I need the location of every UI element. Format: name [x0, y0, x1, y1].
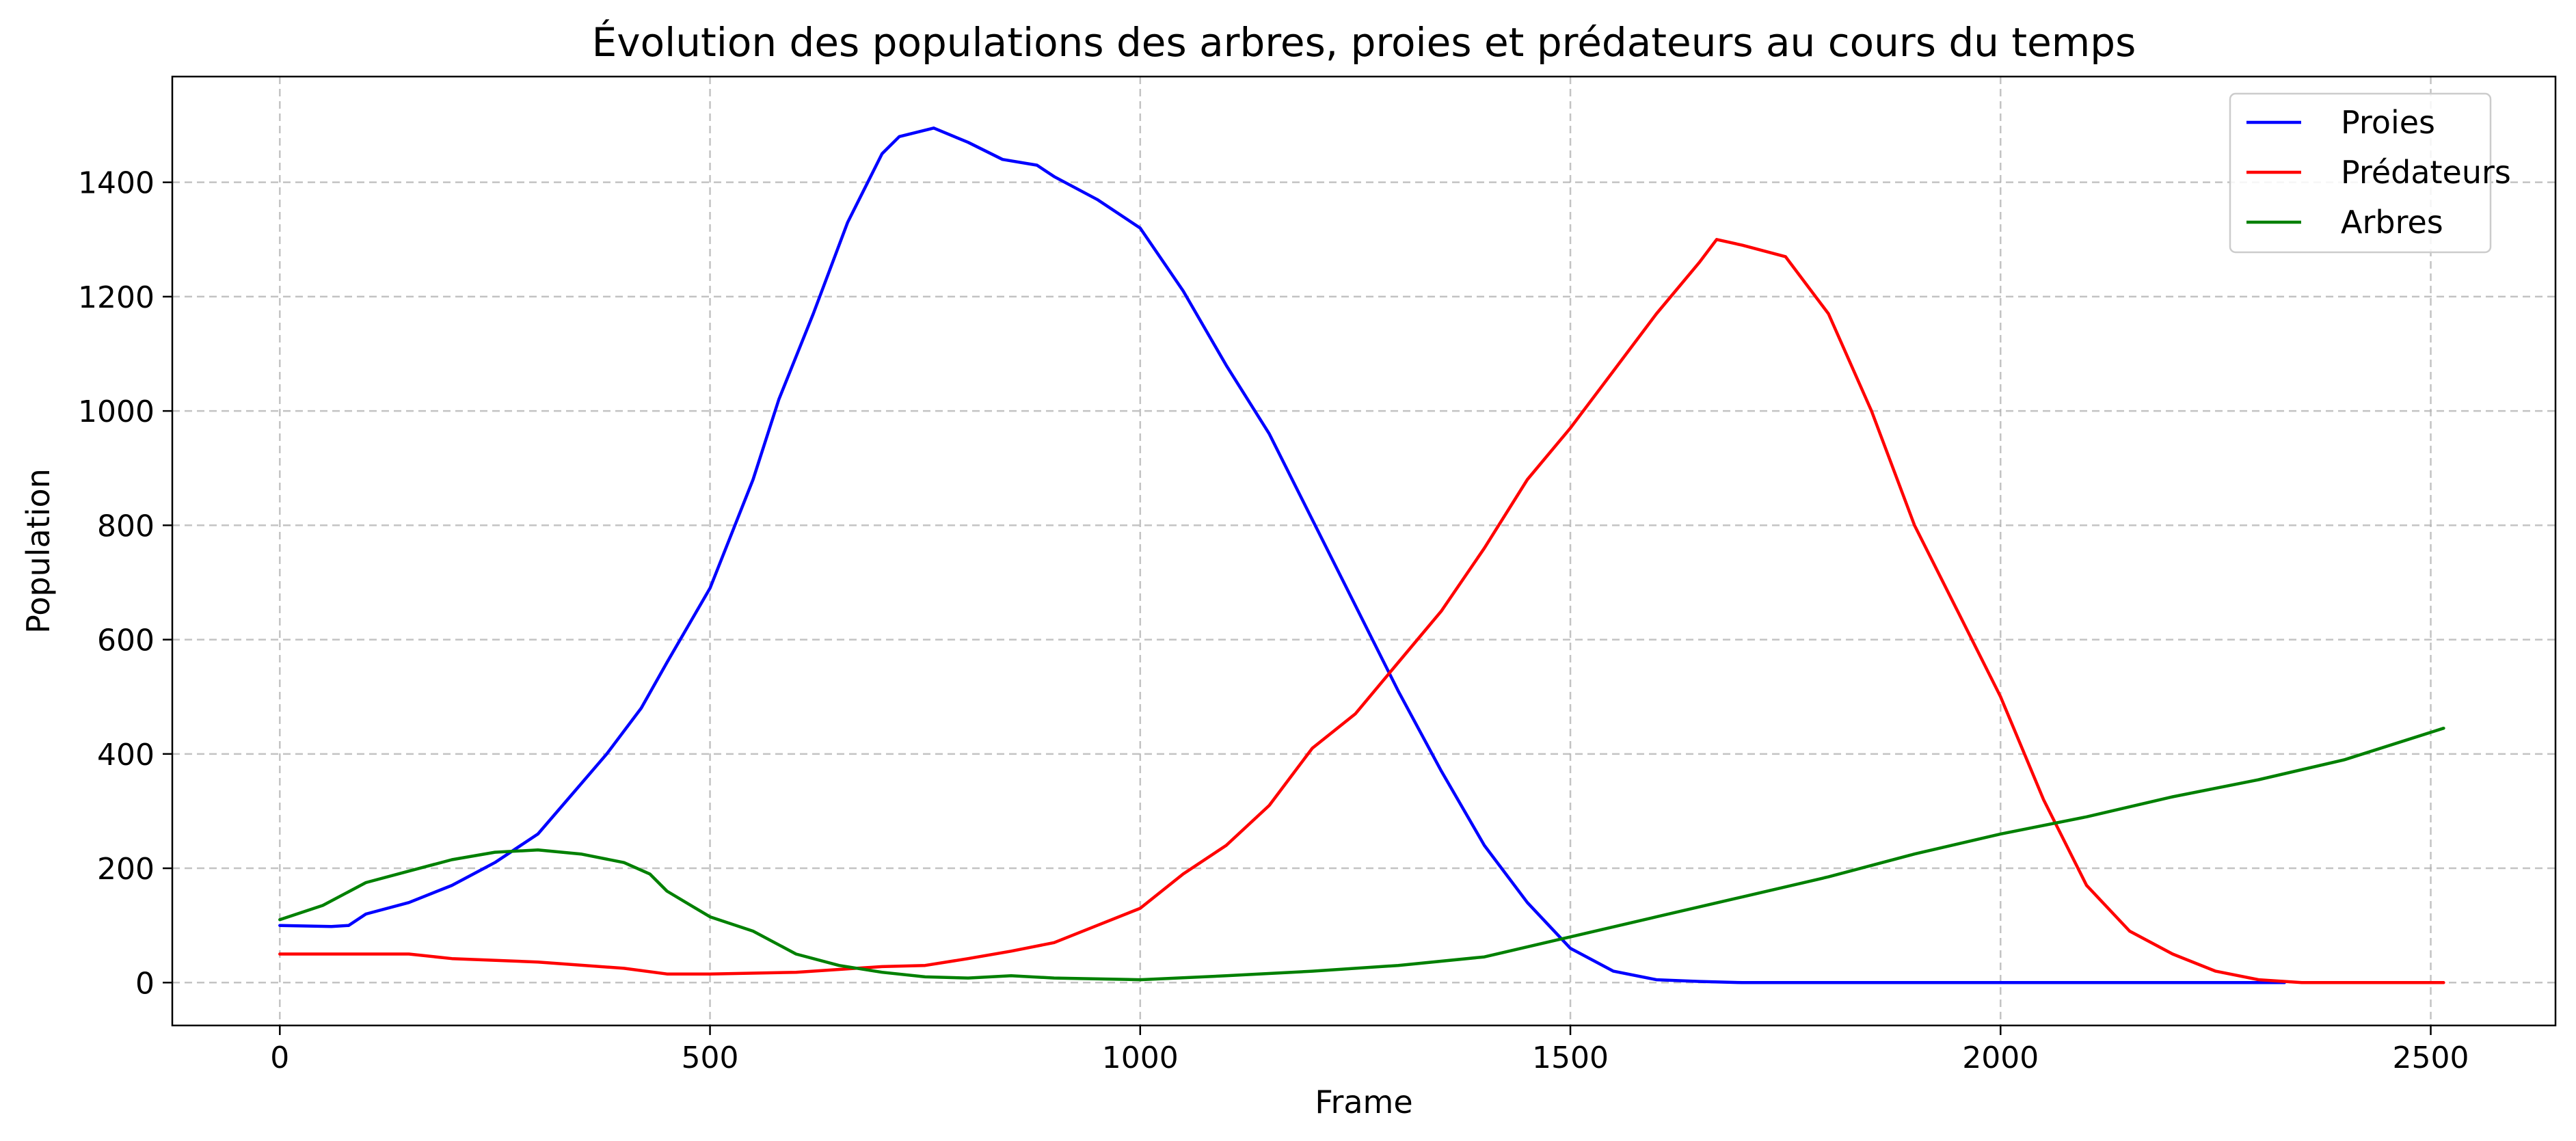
legend-label: Proies [2341, 104, 2435, 141]
legend-label: Prédateurs [2341, 154, 2511, 191]
series-line-predateurs [278, 238, 2445, 984]
y-tick-label: 600 [97, 623, 155, 658]
x-tick-label: 1000 [1102, 1041, 1179, 1075]
y-tick-label: 200 [97, 852, 155, 887]
y-tick-label: 1000 [78, 394, 155, 429]
series-line-proies [278, 126, 2286, 984]
legend-box [2229, 92, 2492, 254]
chart-title: Évolution des populations des arbres, pr… [592, 18, 2136, 66]
y-tick-label: 400 [97, 738, 155, 773]
x-axis-label: Frame [1315, 1084, 1412, 1120]
series-line-arbres [278, 726, 2445, 982]
y-tick-label: 800 [97, 509, 155, 543]
axis-ticks: 0 500 1000 1500 2000 2500 0 200 400 600 800 1000 120… [78, 166, 2469, 1075]
x-tick-label: 500 [682, 1041, 739, 1075]
x-tick-label: 0 [270, 1041, 289, 1075]
plot-frame [171, 75, 2557, 1027]
legend: Proies Prédateurs Arbres [2229, 92, 2511, 254]
x-tick-label: 2500 [2393, 1041, 2469, 1075]
y-tick-label: 0 [135, 966, 155, 1001]
y-tick-label: 1200 [78, 280, 155, 315]
x-tick-label: 1500 [1532, 1041, 1609, 1075]
y-tick-label: 1400 [78, 166, 155, 201]
legend-label: Arbres [2341, 204, 2443, 241]
y-axis-label: Population [20, 468, 57, 634]
series-lines [278, 126, 2445, 984]
x-tick-label: 2000 [1962, 1041, 2039, 1075]
